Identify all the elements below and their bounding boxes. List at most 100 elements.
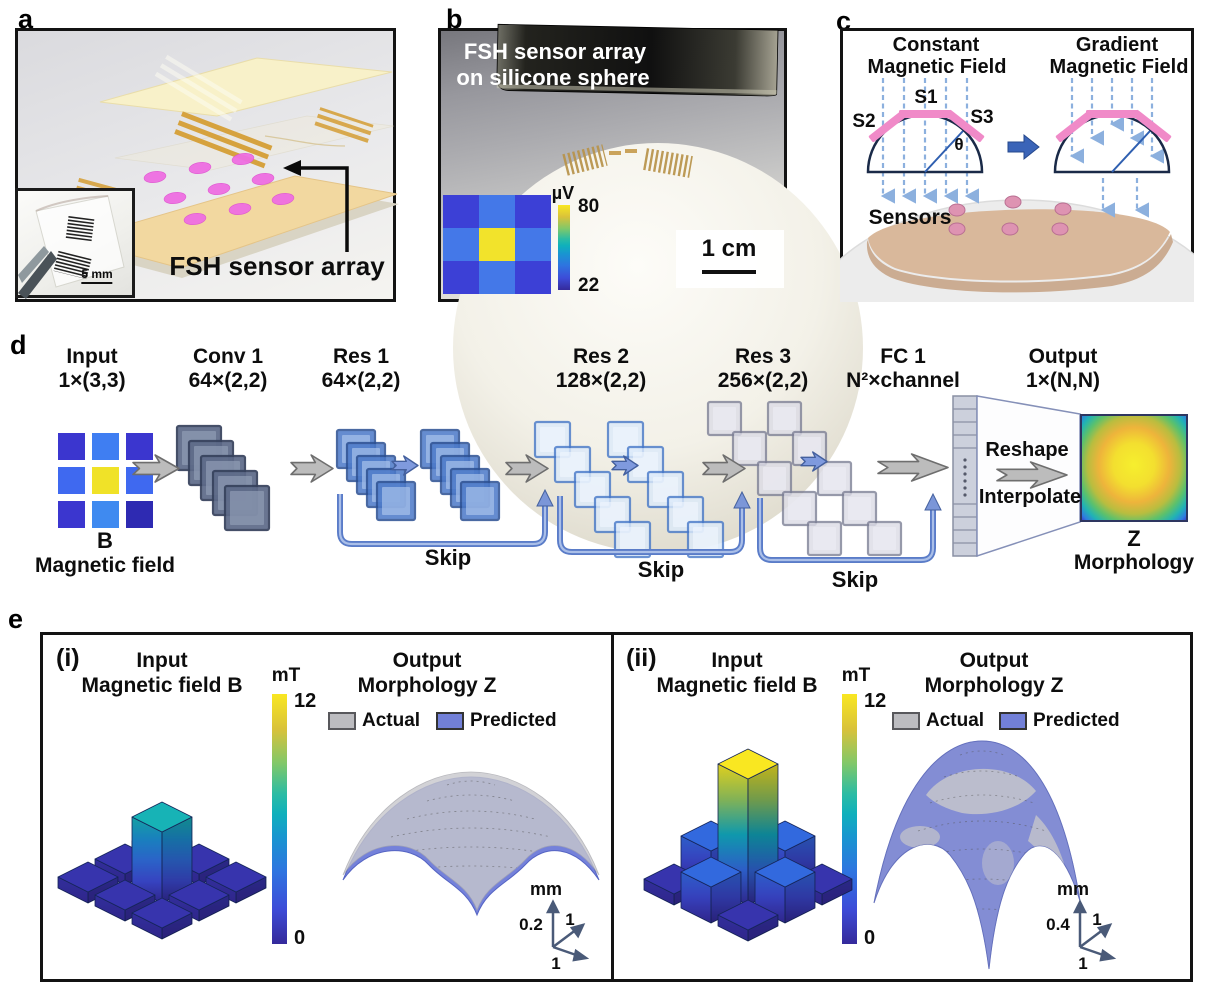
input-caption-field: Magnetic field	[34, 554, 176, 577]
gold-trace-cluster-left	[562, 144, 608, 176]
panel-b-label: b	[446, 4, 463, 34]
theta-label: θ	[954, 135, 964, 154]
heatmap-cell	[126, 501, 153, 528]
panel-c-art	[840, 78, 1194, 302]
ii-output-surface	[873, 740, 1081, 970]
fsh-sensor-array-label: FSH sensor array	[169, 251, 385, 281]
predicted-surface	[873, 740, 1081, 970]
transition-arrow	[1007, 133, 1040, 161]
i-output-surface	[342, 771, 600, 917]
annotation-arrow	[283, 160, 349, 252]
sensor-patch-edge	[866, 234, 1173, 293]
network-diagram-art	[132, 395, 1081, 563]
ii-predicted-label: Predicted	[1033, 710, 1120, 731]
ii-axis-y-tick: 1	[1078, 954, 1088, 973]
i-predicted-swatch	[436, 712, 464, 730]
subpanel-ii-tag: (ii)	[626, 644, 657, 672]
surface-contours	[360, 780, 582, 878]
heatmap-cell	[58, 501, 85, 528]
film-curl-edge	[35, 195, 109, 212]
panel-e-divider	[611, 632, 614, 982]
panel-d-label: d	[10, 330, 27, 360]
subpanel-i-tag: (i)	[56, 644, 80, 672]
input-caption-b: B	[97, 528, 113, 553]
i-axis-mm: mm	[529, 879, 563, 899]
col-fc1-line2: N²×channel	[846, 369, 960, 392]
network-output-image	[1080, 414, 1188, 522]
interpolate-label: Interpolate	[978, 486, 1082, 508]
tweezers-arm-2	[18, 246, 49, 283]
gold-electrode-band-right	[314, 107, 374, 143]
photo-caption-line1: FSH sensor array	[463, 39, 647, 64]
heatmap-cell	[126, 433, 153, 460]
ii-input-title-2: Magnetic field B	[656, 674, 818, 697]
col-res1-line1: Res 1	[332, 345, 390, 368]
sensor-patch	[868, 209, 1170, 281]
ii-output-title-2: Morphology Z	[924, 674, 1064, 697]
heatmap-cell	[443, 261, 479, 294]
output-caption-morphology: Morphology	[1073, 551, 1195, 574]
heatmap-cell	[479, 195, 515, 228]
ii-axis-z-tick: 0.4	[1046, 915, 1070, 934]
heatmap-cell	[479, 261, 515, 294]
scale-bar-patch	[676, 230, 784, 288]
col-res3-line2: 256×(2,2)	[717, 369, 809, 392]
col-output-line1: Output	[1028, 345, 1098, 368]
i-input-title-1: Input	[136, 649, 188, 672]
skip-label-3: Skip	[831, 567, 879, 592]
heatmap-cell	[92, 433, 119, 460]
i-colorbar-max: 12	[294, 690, 317, 712]
sensor-output-heatmap	[443, 195, 551, 294]
skip-label-1: Skip	[424, 545, 472, 570]
i-axis-y-tick: 1	[551, 954, 561, 973]
constant-field-title-1: Constant	[892, 34, 980, 56]
i-actual-swatch	[328, 712, 356, 730]
panel-a-art	[73, 50, 399, 278]
sensor-s2-label: S2	[852, 111, 876, 132]
gold-pad-1	[609, 151, 621, 155]
reshape-label: Reshape	[985, 439, 1069, 461]
electrode-comb-2	[53, 250, 92, 280]
actual-surface	[342, 771, 600, 912]
colorbar-max: 80	[578, 196, 600, 217]
ii-axis-mm: mm	[1056, 879, 1090, 899]
ii-output-title-1: Output	[959, 649, 1029, 672]
col-input-line1: Input	[66, 345, 118, 368]
ii-input-bar3d-chart	[643, 748, 853, 942]
i-input-title-2: Magnetic field B	[81, 674, 243, 697]
network-input-grid	[58, 433, 153, 528]
i-output-title-2: Morphology Z	[357, 674, 497, 697]
heatmap-cell	[515, 261, 551, 294]
theta-line-left	[924, 130, 964, 173]
gradient-field-title-2: Magnetic Field	[1049, 56, 1189, 78]
heatmap-cell	[92, 501, 119, 528]
col-res2-line1: Res 2	[572, 345, 630, 368]
ii-axis-triad	[1072, 899, 1117, 962]
col-conv1-line1: Conv 1	[192, 345, 264, 368]
constant-field-arrows	[880, 78, 980, 204]
constant-field-title-2: Magnetic Field	[867, 56, 1007, 78]
gold-pad-2	[625, 149, 637, 153]
ii-colorbar-unit: mT	[841, 665, 871, 686]
ii-input-title-1: Input	[711, 649, 763, 672]
ii-actual-label: Actual	[926, 710, 985, 731]
col-res1-line2: 64×(2,2)	[321, 369, 401, 392]
colorbar-min: 22	[578, 275, 600, 296]
col-input-line2: 1×(3,3)	[58, 369, 126, 392]
photo-caption-line2: on silicone sphere	[456, 65, 650, 90]
i-input-bar3d-chart	[57, 801, 267, 940]
col-res2-line2: 128×(2,2)	[555, 369, 647, 392]
heatmap-cell	[58, 467, 85, 494]
sensor-s1-label: S1	[914, 87, 938, 108]
inset-scale-bar: 5 mm	[81, 267, 113, 285]
i-axis-triad	[545, 899, 590, 962]
ii-predicted-swatch	[999, 712, 1027, 730]
i-mT-colorbar	[272, 694, 287, 944]
heatmap-cell	[58, 433, 85, 460]
i-colorbar-unit: mT	[271, 665, 301, 686]
heatmap-cell	[92, 467, 119, 494]
scale-bar-line	[702, 270, 756, 274]
heatmap-cell	[443, 228, 479, 261]
i-output-title-1: Output	[392, 649, 462, 672]
